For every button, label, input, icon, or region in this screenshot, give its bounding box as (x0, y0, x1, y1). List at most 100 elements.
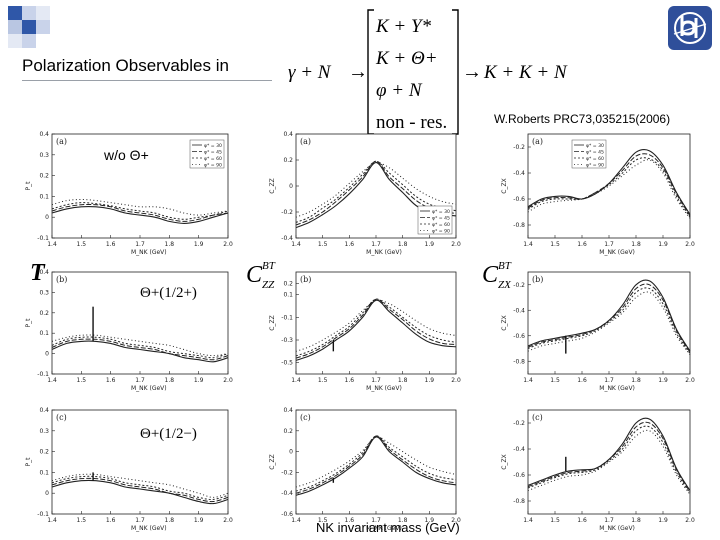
y-tick-label: -0.4 (513, 446, 525, 453)
legend-entry: φ* = 90 (204, 162, 222, 168)
panel-frame (527, 271, 691, 375)
series-line-2 (51, 477, 229, 503)
reaction-formula: γ + N → K + Y* K + Θ+ φ + N non - res. →… (288, 9, 568, 135)
x-axis-label: M_NK (GeV) (131, 385, 167, 392)
x-tick-label: 1.9 (425, 241, 435, 248)
x-tick-label: 1.7 (135, 241, 145, 248)
observable-C-ZX-sup: BT (498, 260, 511, 272)
panel-r1-c2: 1.4 1.5 1.6 1.7 1.8 1.9 2.0 M_NK (GeV) -0.8 -0.6 -… (501, 271, 695, 392)
x-tick-label: 1.4 (47, 241, 57, 248)
x-tick-label: 1.4 (291, 241, 301, 248)
y-tick-label: 0 (45, 214, 49, 221)
y-tick-label: 0.2 (39, 173, 49, 180)
y-axis-label: C_ZX (501, 315, 508, 330)
series-line-4 (295, 162, 457, 218)
x-tick-label: 2.0 (223, 241, 233, 248)
row-label-no-theta: w/o Θ+ (104, 147, 149, 163)
y-tick-label: 0.2 (283, 157, 293, 164)
series-line-4 (527, 291, 691, 356)
y-tick-label: -0.2 (281, 469, 293, 476)
series-line-4 (295, 436, 457, 488)
y-tick-label: -0.2 (513, 144, 525, 151)
x-tick-label: 1.4 (47, 517, 57, 524)
y-tick-label: -0.2 (513, 282, 525, 289)
panel-label: (a) (532, 137, 543, 146)
y-axis-label: P_t (25, 318, 32, 328)
reaction-arrow-1: → (348, 61, 368, 83)
x-tick-label: 1.6 (345, 241, 355, 248)
series-line-3 (527, 157, 691, 218)
observable-C-ZZ-sup: BT (262, 260, 275, 272)
x-tick-label: 1.9 (425, 517, 435, 524)
panel-label: (c) (56, 413, 67, 422)
series-line-3 (51, 475, 229, 500)
y-tick-label: 0.3 (39, 152, 49, 159)
y-tick-label: 0.1 (283, 292, 293, 299)
x-tick-label: 1.5 (77, 241, 87, 248)
y-tick-label: 0.4 (39, 131, 49, 138)
x-tick-label: 1.9 (425, 377, 435, 384)
x-axis-title: NK invariant mass (GeV) (316, 520, 460, 535)
y-tick-label: 0.1 (39, 330, 49, 337)
observable-C-ZX-sub: ZX (498, 279, 511, 291)
legend: φ* = 30φ* = 45φ* = 60φ* = 90 (571, 139, 607, 168)
x-axis-label: M_NK (GeV) (366, 249, 402, 256)
y-tick-label: 0 (45, 351, 49, 358)
y-tick-label: -0.4 (281, 490, 293, 497)
series-line-4 (527, 159, 691, 219)
panel-r0-c2: 1.4 1.5 1.6 1.7 1.8 1.9 2.0 M_NK (GeV) -0.8 -0.6 -… (501, 133, 695, 256)
y-tick-label: -0.6 (513, 333, 525, 340)
y-tick-label: 0.2 (39, 449, 49, 456)
y-tick-label: 0.4 (283, 131, 293, 138)
series-line-2 (295, 298, 457, 359)
x-tick-label: 1.4 (523, 377, 533, 384)
series-line-4 (527, 429, 691, 495)
y-axis-label: C_ZZ (269, 178, 276, 193)
x-tick-label: 1.6 (577, 377, 587, 384)
x-axis-label: M_NK (GeV) (599, 385, 635, 392)
x-tick-label: 1.6 (106, 377, 116, 384)
panel-frame (527, 133, 691, 239)
x-tick-label: 1.6 (106, 241, 116, 248)
y-tick-label: 0.1 (39, 193, 49, 200)
panel-frame (51, 409, 229, 515)
x-tick-label: 1.4 (523, 517, 533, 524)
panel-label: (b) (56, 275, 67, 284)
x-axis-label: M_NK (GeV) (131, 249, 167, 256)
x-tick-label: 1.8 (165, 377, 175, 384)
y-tick-label: -0.1 (281, 314, 293, 321)
intermediate-1: K + Θ+ (375, 48, 438, 69)
series-line-1 (295, 436, 457, 496)
legend-entry: φ* = 30 (586, 143, 604, 149)
x-tick-label: 1.4 (523, 241, 533, 248)
x-tick-label: 1.4 (291, 377, 301, 384)
series-line-3 (527, 287, 691, 354)
y-tick-label: -0.8 (513, 358, 525, 365)
y-tick-label: 0.2 (283, 280, 293, 287)
y-tick-label: 0.3 (39, 428, 49, 435)
y-tick-label: -0.3 (281, 337, 293, 344)
legend-entry: φ* = 60 (432, 222, 450, 228)
y-tick-label: 0 (289, 183, 293, 190)
y-tick-label: 0.1 (39, 469, 49, 476)
series-line-1 (51, 479, 229, 505)
legend-entry: φ* = 90 (432, 228, 450, 234)
y-tick-label: -0.1 (37, 235, 49, 242)
panel-frame (51, 271, 229, 375)
slide-title: Polarization Observables in (22, 56, 229, 75)
panel-frame (295, 271, 457, 375)
institution-logo (666, 4, 714, 52)
y-tick-label: 0.4 (39, 269, 49, 276)
y-axis-label: C_ZX (501, 178, 508, 193)
series-line-3 (295, 298, 457, 357)
intermediate-3: non - res. (376, 112, 447, 133)
x-axis-label: M_NK (GeV) (366, 385, 402, 392)
legend-entry: φ* = 60 (586, 156, 604, 162)
x-tick-label: 1.5 (77, 377, 87, 384)
x-tick-label: 1.5 (550, 377, 560, 384)
x-tick-label: 2.0 (451, 241, 461, 248)
x-tick-label: 2.0 (451, 377, 461, 384)
legend-entry: φ* = 90 (586, 162, 604, 168)
x-tick-label: 1.4 (291, 517, 301, 524)
